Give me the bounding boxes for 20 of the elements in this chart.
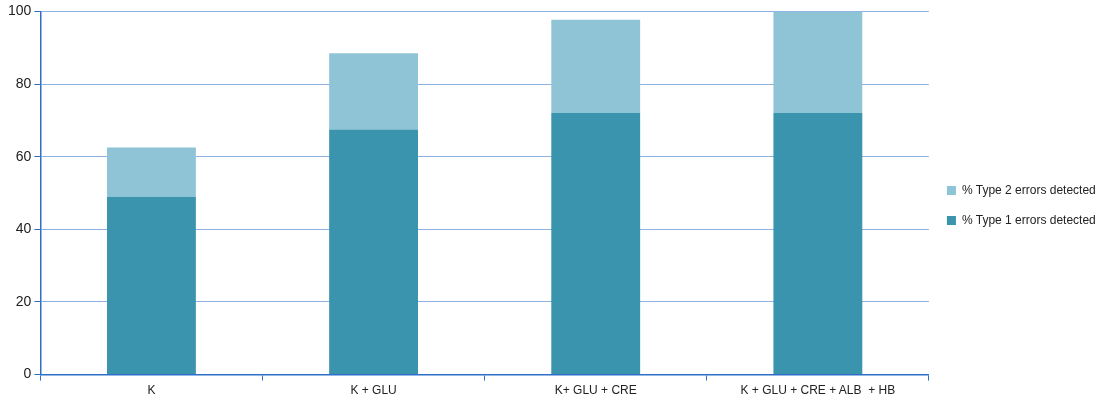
bar [773,113,863,375]
y-tick-label: 40 [15,220,32,237]
y-tick-label: 80 [15,74,32,91]
y-tick-label: 60 [15,147,32,164]
bar [329,129,418,375]
bar [107,196,196,375]
y-tick-label: 100 [8,2,32,19]
x-tick-label: K + GLU + CRE + ALB + HB [740,383,896,398]
y-tick-label: 20 [15,292,32,309]
legend-label: % Type 2 errors detected [961,182,1096,197]
x-tick-label: K + GLU [350,383,397,398]
bar [551,19,641,114]
legend-label: % Type 1 errors detected [961,212,1096,227]
bar [773,11,863,114]
bar [551,113,641,375]
y-tick-label: 0 [23,365,32,382]
bar [107,147,196,197]
bar [329,53,418,130]
x-tick-label: K+ GLU + CRE [554,383,637,398]
x-tick-label: K [147,383,156,398]
